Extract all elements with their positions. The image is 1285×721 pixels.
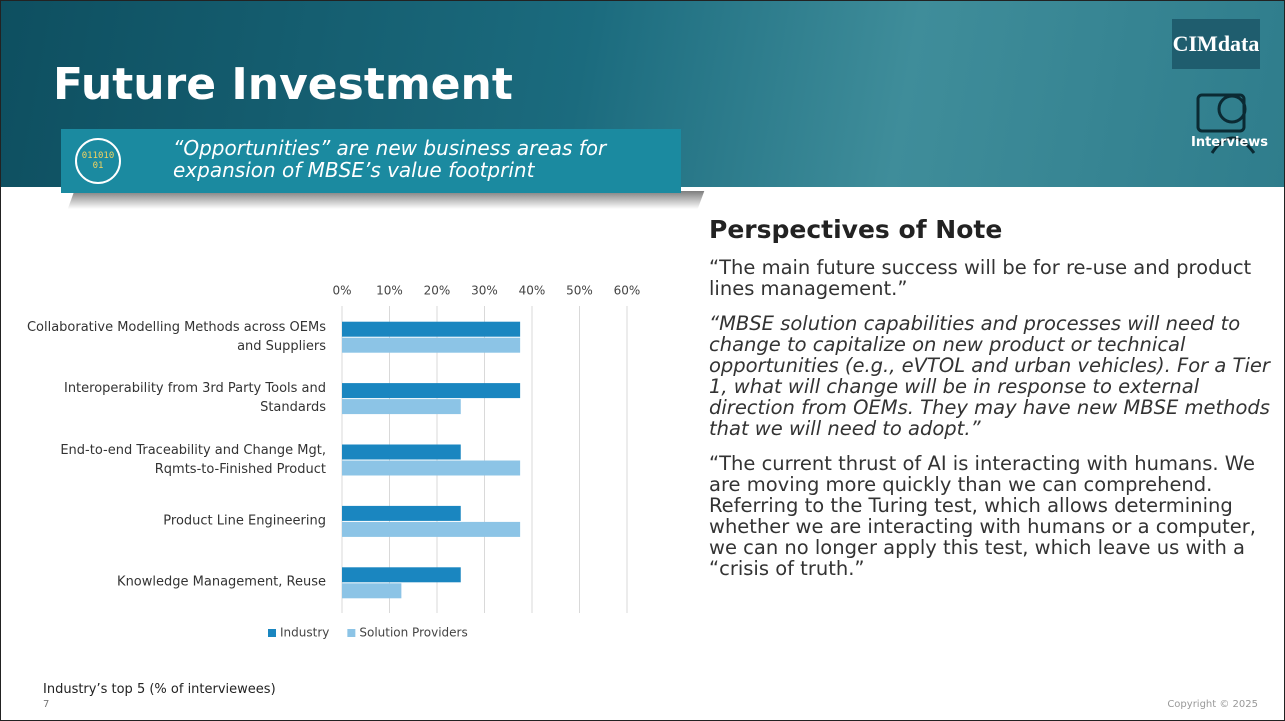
page-number: 7 bbox=[43, 699, 50, 710]
x-tick-label: 30% bbox=[471, 284, 498, 298]
legend-label: Solution Providers bbox=[359, 626, 467, 640]
y-tick-label: Interoperability from 3rd Party Tools an… bbox=[63, 381, 326, 416]
bar bbox=[342, 444, 461, 460]
bar bbox=[342, 505, 461, 521]
badge-icon bbox=[1196, 93, 1256, 154]
copyright: Copyright © 2025 bbox=[1167, 699, 1258, 710]
logo: CIMdata bbox=[1172, 19, 1260, 69]
quote: “MBSE solution capabilities and processe… bbox=[709, 312, 1270, 440]
callout-icon: 01101001 bbox=[75, 138, 121, 184]
chart: 0% 10% 20% 30% 40% 50% 60% Industry Solution Pro… bbox=[268, 284, 641, 640]
callout: 01101001 “Opportunities” are new busines… bbox=[61, 129, 681, 193]
callout-text: “Opportunities” are new business areas f… bbox=[173, 136, 607, 182]
legend-swatch bbox=[347, 629, 356, 637]
bar bbox=[342, 337, 521, 353]
y-tick-label: Product Line Engineering bbox=[163, 513, 326, 529]
y-tick-label: Collaborative Modelling Methods across O… bbox=[26, 319, 326, 354]
x-tick-label: 60% bbox=[614, 284, 641, 298]
bar bbox=[342, 399, 461, 415]
bar bbox=[342, 521, 521, 537]
x-tick-label: 0% bbox=[332, 284, 351, 298]
chart-caption: Industry’s top 5 (% of interviewees) bbox=[43, 682, 276, 697]
legend-label: Industry bbox=[280, 626, 329, 640]
legend-swatch bbox=[268, 629, 276, 637]
bar bbox=[342, 321, 521, 337]
quote: “The main future success will be for re-… bbox=[709, 256, 1252, 300]
x-tick-label: 50% bbox=[566, 284, 593, 298]
y-tick-label: End-to-end Traceability and Change Mgt, … bbox=[60, 442, 326, 477]
bar bbox=[342, 383, 521, 399]
bar bbox=[342, 460, 521, 476]
slide-title: Future Investment bbox=[53, 59, 513, 110]
quote: “The current thrust of AI is interacting… bbox=[709, 452, 1256, 580]
x-tick-label: 40% bbox=[519, 284, 546, 298]
perspectives-title: Perspectives of Note bbox=[709, 215, 1003, 244]
x-tick-label: 10% bbox=[376, 284, 403, 298]
chart-area: 0% 10% 20% 30% 40% 50% 60% Industry Solution Pro… bbox=[1, 1, 701, 701]
x-tick-label: 20% bbox=[424, 284, 451, 298]
y-tick-label: Knowledge Management, Reuse bbox=[117, 574, 326, 590]
bar bbox=[342, 583, 402, 599]
bar bbox=[342, 567, 461, 583]
badge-label: Interviews bbox=[1191, 135, 1269, 150]
